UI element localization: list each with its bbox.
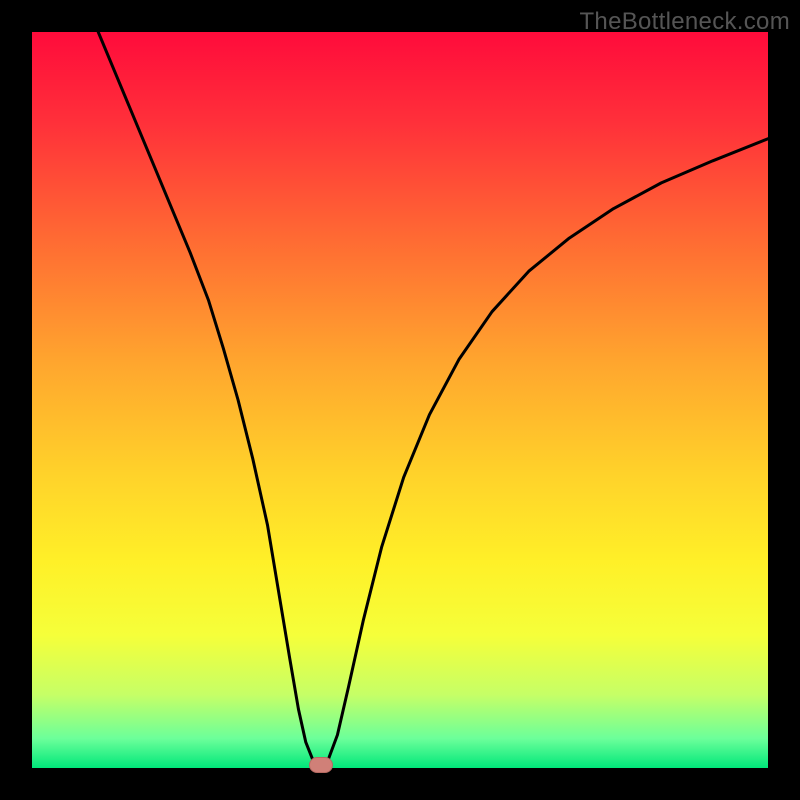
watermark-text: TheBottleneck.com	[579, 8, 790, 36]
bottleneck-curve	[32, 32, 768, 768]
optimal-marker	[309, 757, 333, 773]
plot-area	[32, 32, 768, 768]
chart-frame: TheBottleneck.com	[0, 0, 800, 800]
curve-path	[98, 32, 768, 766]
